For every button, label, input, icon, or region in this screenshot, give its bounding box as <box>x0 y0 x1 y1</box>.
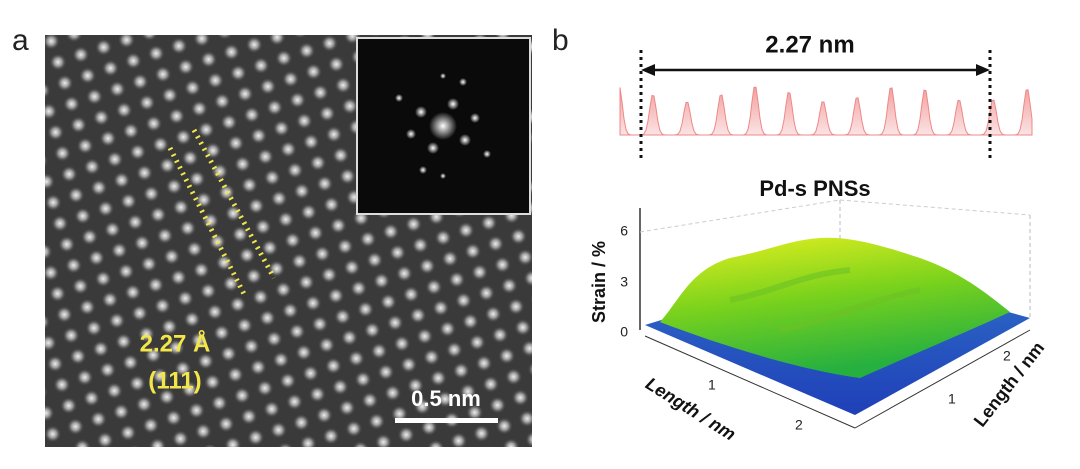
fft-spot <box>415 106 427 118</box>
x-axis <box>644 335 856 429</box>
back-edge <box>639 199 841 233</box>
z-tick-label: 0 <box>620 324 628 340</box>
lattice-line <box>191 128 277 280</box>
surface-plateau <box>660 237 1010 378</box>
plane-index: (111) <box>148 367 201 394</box>
panel-label: b <box>552 24 569 57</box>
fft-spot <box>459 78 467 86</box>
back-edge <box>839 199 1031 216</box>
fft-spot <box>447 98 459 110</box>
fft-spot <box>419 166 427 174</box>
fft-spots <box>395 73 491 179</box>
fft-spot <box>427 142 439 154</box>
y-tick-label: 2 <box>1003 348 1011 364</box>
y-axis <box>854 329 1031 429</box>
panel-label: a <box>12 24 29 57</box>
z-tick-label: 6 <box>620 223 628 239</box>
x-axis-label: Length / nm <box>642 373 739 444</box>
scale-bar-label: 0.5 nm <box>411 386 481 411</box>
fft-spot <box>483 150 491 158</box>
distance-label: 2.27 nm <box>765 31 854 58</box>
z-axis-label: Strain / % <box>589 241 609 323</box>
fft-spot <box>440 73 446 79</box>
d-spacing: 2.27 Å <box>140 329 211 357</box>
fft-spot <box>406 129 416 139</box>
y-tick-label: 1 <box>948 391 956 407</box>
fft-spot <box>470 113 480 123</box>
surface-ridges <box>729 267 921 333</box>
scale-bar <box>395 418 498 423</box>
fft-spot <box>395 94 403 102</box>
x-tick-label: 2 <box>795 417 803 433</box>
z-tick-label: 3 <box>620 274 628 290</box>
fft-spot <box>459 134 471 146</box>
intensity-profile <box>619 86 1033 136</box>
fft-spot <box>440 173 446 179</box>
strain-surface-plot: Strain / % 6 3 0 Length / nm 1 2 Length … <box>589 199 1048 444</box>
fft-spot <box>429 112 457 140</box>
plot-title: Pd-s PNSs <box>759 176 870 201</box>
x-tick-label: 1 <box>708 377 716 393</box>
